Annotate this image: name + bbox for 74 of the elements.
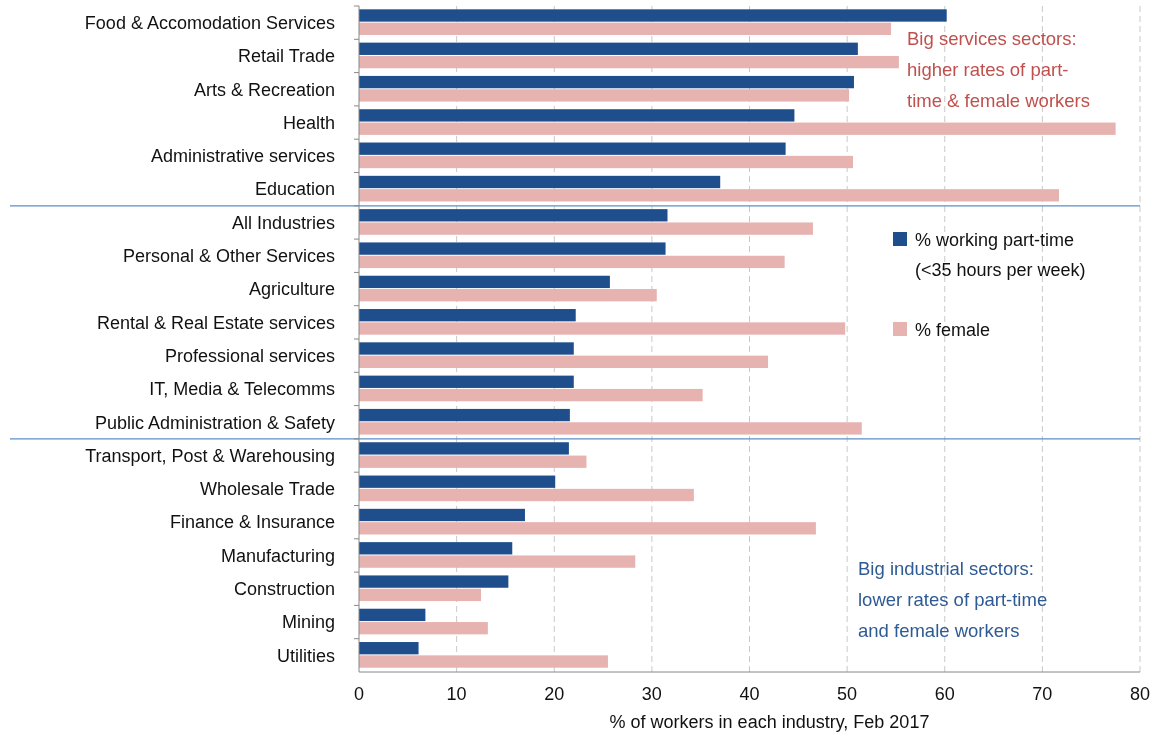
bar <box>359 9 947 22</box>
x-tick-label: 50 <box>837 684 858 704</box>
bar <box>359 275 610 289</box>
bar <box>359 422 862 435</box>
x-axis-title: % of workers in each industry, Feb 2017 <box>609 712 930 732</box>
bar <box>359 642 419 655</box>
bar <box>359 55 899 69</box>
bar <box>359 109 795 122</box>
y-tick-label: Manufacturing <box>220 545 335 566</box>
annotation: Big services sectors: higher rates of part-time & female workers <box>907 28 1090 111</box>
x-tick-label: 30 <box>641 684 662 704</box>
bar <box>359 555 636 568</box>
y-tick-label: Finance & Insurance <box>169 512 335 533</box>
bar <box>359 488 694 502</box>
y-tick-label: Wholesale Trade <box>199 479 335 500</box>
y-tick-label: Retail Trade <box>237 46 335 67</box>
x-tick-label: 0 <box>353 684 365 704</box>
legend-label: % working part-time (<35 hours per week) <box>915 230 1086 281</box>
y-tick-label: Arts & Recreation <box>193 79 335 100</box>
x-tick-label: 60 <box>934 684 955 704</box>
y-tick-label: Agriculture <box>248 279 335 300</box>
bar <box>359 575 509 588</box>
y-tick-label: Mining <box>281 612 335 633</box>
x-tick-label: 10 <box>446 684 467 704</box>
x-tick-label: 80 <box>1129 684 1151 704</box>
y-tick-label: Rental & Real Estate services <box>96 312 335 333</box>
y-tick-label: Utilities <box>276 645 335 666</box>
bar <box>359 289 657 302</box>
bar <box>359 142 786 155</box>
bar <box>359 42 858 55</box>
bar <box>359 209 668 222</box>
bar <box>359 475 556 488</box>
bar <box>359 189 1059 202</box>
bar <box>359 375 574 388</box>
y-tick-label: Food & Accomodation Services <box>84 12 335 33</box>
bar <box>359 442 569 455</box>
x-tick-label: 20 <box>544 684 565 704</box>
bar <box>359 342 574 355</box>
bar <box>359 89 850 102</box>
bar <box>359 242 666 255</box>
bar <box>359 255 785 269</box>
bar <box>359 622 488 635</box>
bar <box>359 222 813 235</box>
bar <box>359 455 587 468</box>
bar <box>359 355 769 368</box>
bar <box>359 75 854 89</box>
bar <box>359 388 703 402</box>
y-tick-label: Personal & Other Services <box>122 246 335 267</box>
y-tick-label: IT, Media & Telecomms <box>149 379 335 400</box>
annotation: Big industrial sectors: lower rates of part-time and female workers <box>858 558 1048 641</box>
y-tick-label: Public Administration & Safety <box>94 412 335 433</box>
y-tick-label: All Industries <box>231 212 335 233</box>
bar <box>359 655 608 668</box>
bar <box>359 155 853 169</box>
y-tick-label: Transport, Post & Warehousing <box>85 445 335 466</box>
y-tick-label: Professional services <box>164 345 335 366</box>
bar <box>359 309 576 322</box>
y-tick-label: Health <box>282 112 335 133</box>
bar <box>359 522 816 535</box>
y-tick-label: Education <box>254 179 335 200</box>
y-tick-label: Administrative services <box>150 146 335 167</box>
bar <box>359 22 892 35</box>
bar <box>359 508 525 522</box>
bar <box>359 588 482 602</box>
x-tick-label: 70 <box>1032 684 1053 704</box>
bar <box>359 322 846 335</box>
bar <box>359 408 570 422</box>
bar <box>359 122 1116 135</box>
bar <box>359 542 513 555</box>
x-tick-label: 40 <box>739 684 760 704</box>
bar <box>359 608 426 622</box>
y-tick-label: Construction <box>233 579 335 600</box>
legend-label: % female <box>915 320 991 341</box>
bar <box>359 175 721 189</box>
